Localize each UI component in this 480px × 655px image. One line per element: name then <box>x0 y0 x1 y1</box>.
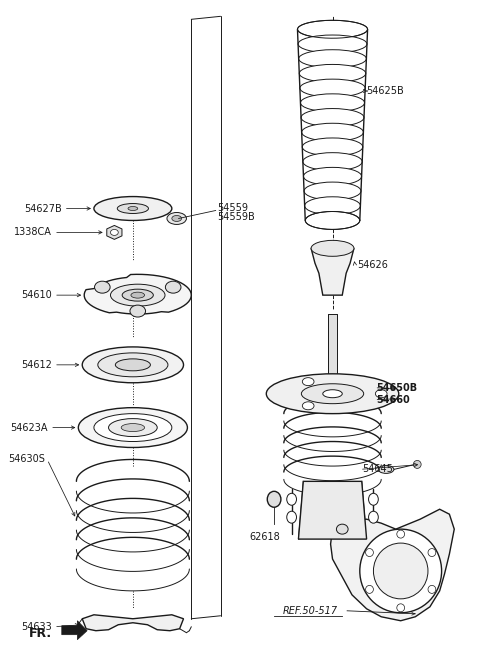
Text: REF.50-517: REF.50-517 <box>282 606 337 616</box>
Ellipse shape <box>110 229 118 235</box>
Polygon shape <box>299 481 367 539</box>
Text: 54630S: 54630S <box>8 455 45 464</box>
Ellipse shape <box>369 493 378 505</box>
Ellipse shape <box>305 212 360 229</box>
Ellipse shape <box>121 424 144 432</box>
Ellipse shape <box>122 289 153 301</box>
Ellipse shape <box>303 153 362 170</box>
Text: 62618: 62618 <box>249 532 280 542</box>
Ellipse shape <box>378 466 394 474</box>
Ellipse shape <box>300 79 365 97</box>
Ellipse shape <box>167 212 186 225</box>
Ellipse shape <box>299 64 366 83</box>
Ellipse shape <box>94 196 172 221</box>
Ellipse shape <box>298 35 367 53</box>
Ellipse shape <box>373 543 428 599</box>
Ellipse shape <box>413 460 421 468</box>
Ellipse shape <box>336 524 348 534</box>
Text: 54559: 54559 <box>217 202 249 212</box>
Ellipse shape <box>304 182 361 200</box>
Ellipse shape <box>78 407 187 447</box>
Polygon shape <box>107 225 122 239</box>
Ellipse shape <box>375 390 387 398</box>
Ellipse shape <box>287 511 297 523</box>
Ellipse shape <box>94 414 172 441</box>
Ellipse shape <box>302 138 363 156</box>
Text: 54645: 54645 <box>362 464 393 474</box>
Ellipse shape <box>130 305 145 317</box>
Ellipse shape <box>110 284 165 306</box>
Ellipse shape <box>82 347 183 383</box>
Ellipse shape <box>323 390 342 398</box>
Text: 54625B: 54625B <box>367 86 404 96</box>
Ellipse shape <box>428 586 436 593</box>
Text: 54612: 54612 <box>21 360 52 370</box>
Ellipse shape <box>298 20 368 38</box>
Ellipse shape <box>117 204 148 214</box>
Ellipse shape <box>300 94 365 112</box>
Polygon shape <box>328 314 337 378</box>
Ellipse shape <box>360 529 442 613</box>
Text: 1338CA: 1338CA <box>14 227 52 237</box>
Text: FR.: FR. <box>29 627 52 640</box>
Ellipse shape <box>301 123 363 141</box>
Polygon shape <box>82 615 183 631</box>
Text: 54623A: 54623A <box>11 422 48 432</box>
Ellipse shape <box>428 548 436 557</box>
Ellipse shape <box>98 353 168 377</box>
Ellipse shape <box>302 378 314 386</box>
Ellipse shape <box>303 168 361 185</box>
Polygon shape <box>84 274 192 314</box>
Text: 54610: 54610 <box>21 290 52 300</box>
Ellipse shape <box>397 604 405 612</box>
Ellipse shape <box>108 419 157 436</box>
Text: 54660: 54660 <box>376 395 410 405</box>
Polygon shape <box>331 509 454 621</box>
Ellipse shape <box>299 50 366 67</box>
Ellipse shape <box>266 374 399 414</box>
Ellipse shape <box>397 530 405 538</box>
Ellipse shape <box>115 359 150 371</box>
Ellipse shape <box>172 215 181 221</box>
Ellipse shape <box>311 240 354 256</box>
Ellipse shape <box>131 292 144 298</box>
Ellipse shape <box>128 206 138 210</box>
Text: 54627B: 54627B <box>24 204 62 214</box>
Text: 54626: 54626 <box>357 260 388 271</box>
Ellipse shape <box>95 281 110 293</box>
Text: 54559B: 54559B <box>217 212 255 223</box>
Ellipse shape <box>166 281 181 293</box>
Ellipse shape <box>366 586 373 593</box>
Ellipse shape <box>366 548 373 557</box>
Ellipse shape <box>369 511 378 523</box>
Text: 54650B: 54650B <box>376 383 418 393</box>
Ellipse shape <box>287 493 297 505</box>
Ellipse shape <box>302 402 314 410</box>
Ellipse shape <box>305 196 360 215</box>
Polygon shape <box>311 248 354 295</box>
Polygon shape <box>62 621 87 640</box>
Ellipse shape <box>301 109 364 126</box>
Ellipse shape <box>267 491 281 507</box>
Ellipse shape <box>301 384 364 403</box>
Text: 54633: 54633 <box>21 622 52 631</box>
